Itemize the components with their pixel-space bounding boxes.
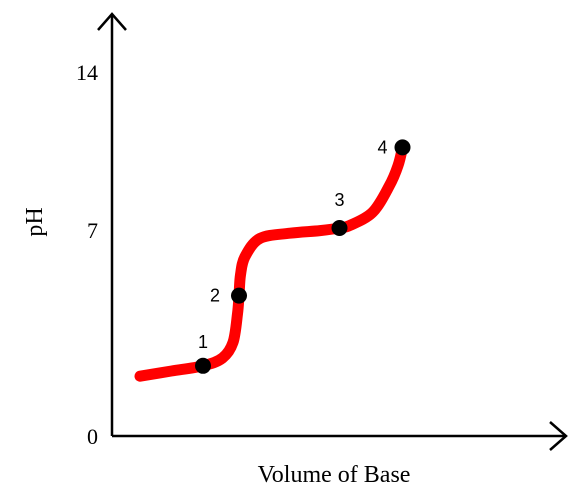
data-point-4 <box>394 139 411 156</box>
y-tick-label-0: 0 <box>87 424 98 449</box>
y-tick-label-7: 7 <box>87 218 98 243</box>
data-point-label-1: 1 <box>198 332 208 352</box>
points-layer: 1 2 3 4 <box>195 137 411 374</box>
data-point-1 <box>195 357 211 374</box>
data-point-label-2: 2 <box>210 286 220 306</box>
x-axis-title: Volume of Base <box>258 462 411 488</box>
data-point-label-3: 3 <box>334 190 344 210</box>
titration-curve-line <box>134 141 408 382</box>
data-point-3 <box>331 220 348 236</box>
y-tick-label-14: 14 <box>76 60 98 85</box>
x-axis-arrowhead <box>549 421 568 451</box>
data-point-2 <box>231 287 247 304</box>
data-point-label-4: 4 <box>377 137 387 157</box>
y-axis-arrowhead <box>97 12 127 31</box>
series-layer <box>134 141 408 382</box>
y-axis-title: pH <box>22 207 48 236</box>
